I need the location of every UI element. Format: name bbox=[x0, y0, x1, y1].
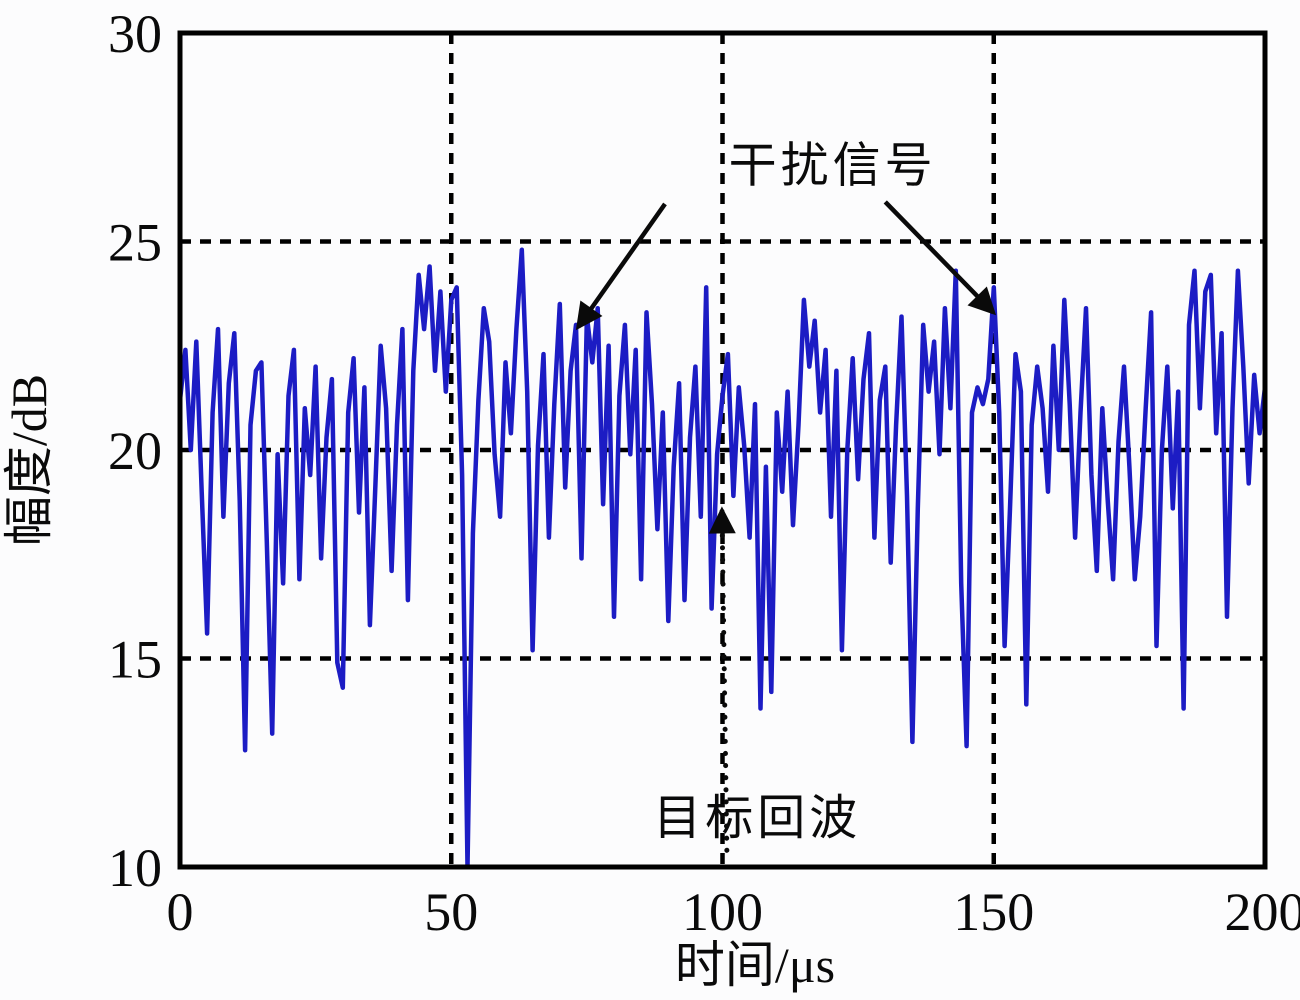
y-tick-label-10: 10 bbox=[108, 838, 162, 898]
plot-frame bbox=[177, 30, 1268, 870]
x-tick-label-0: 0 bbox=[167, 882, 194, 942]
x-axis-title: 时间/μs bbox=[675, 937, 835, 993]
y-tick-label-15: 15 bbox=[108, 630, 162, 690]
x-tick-label-100: 100 bbox=[682, 882, 763, 942]
target-echo-label: 目标回波 bbox=[653, 792, 861, 845]
signal-line bbox=[177, 247, 1268, 870]
interference-arrow-left bbox=[575, 202, 667, 331]
x-tick-label-200: 200 bbox=[1225, 882, 1300, 942]
y-axis-title: 幅度/dB bbox=[1, 374, 57, 546]
target-echo-arrow bbox=[708, 506, 736, 853]
y-tick-label-25: 25 bbox=[108, 213, 162, 273]
x-tick-labels: 0 50 100 150 200 bbox=[167, 882, 1300, 942]
y-tick-label-30: 30 bbox=[108, 4, 162, 64]
y-tick-labels: 10 15 20 25 30 bbox=[108, 4, 162, 898]
interference-arrow-right bbox=[883, 200, 997, 316]
x-tick-label-50: 50 bbox=[424, 882, 478, 942]
interference-label: 干扰信号 bbox=[729, 139, 937, 192]
y-tick-label-20: 20 bbox=[108, 421, 162, 481]
x-tick-label-150: 150 bbox=[953, 882, 1034, 942]
